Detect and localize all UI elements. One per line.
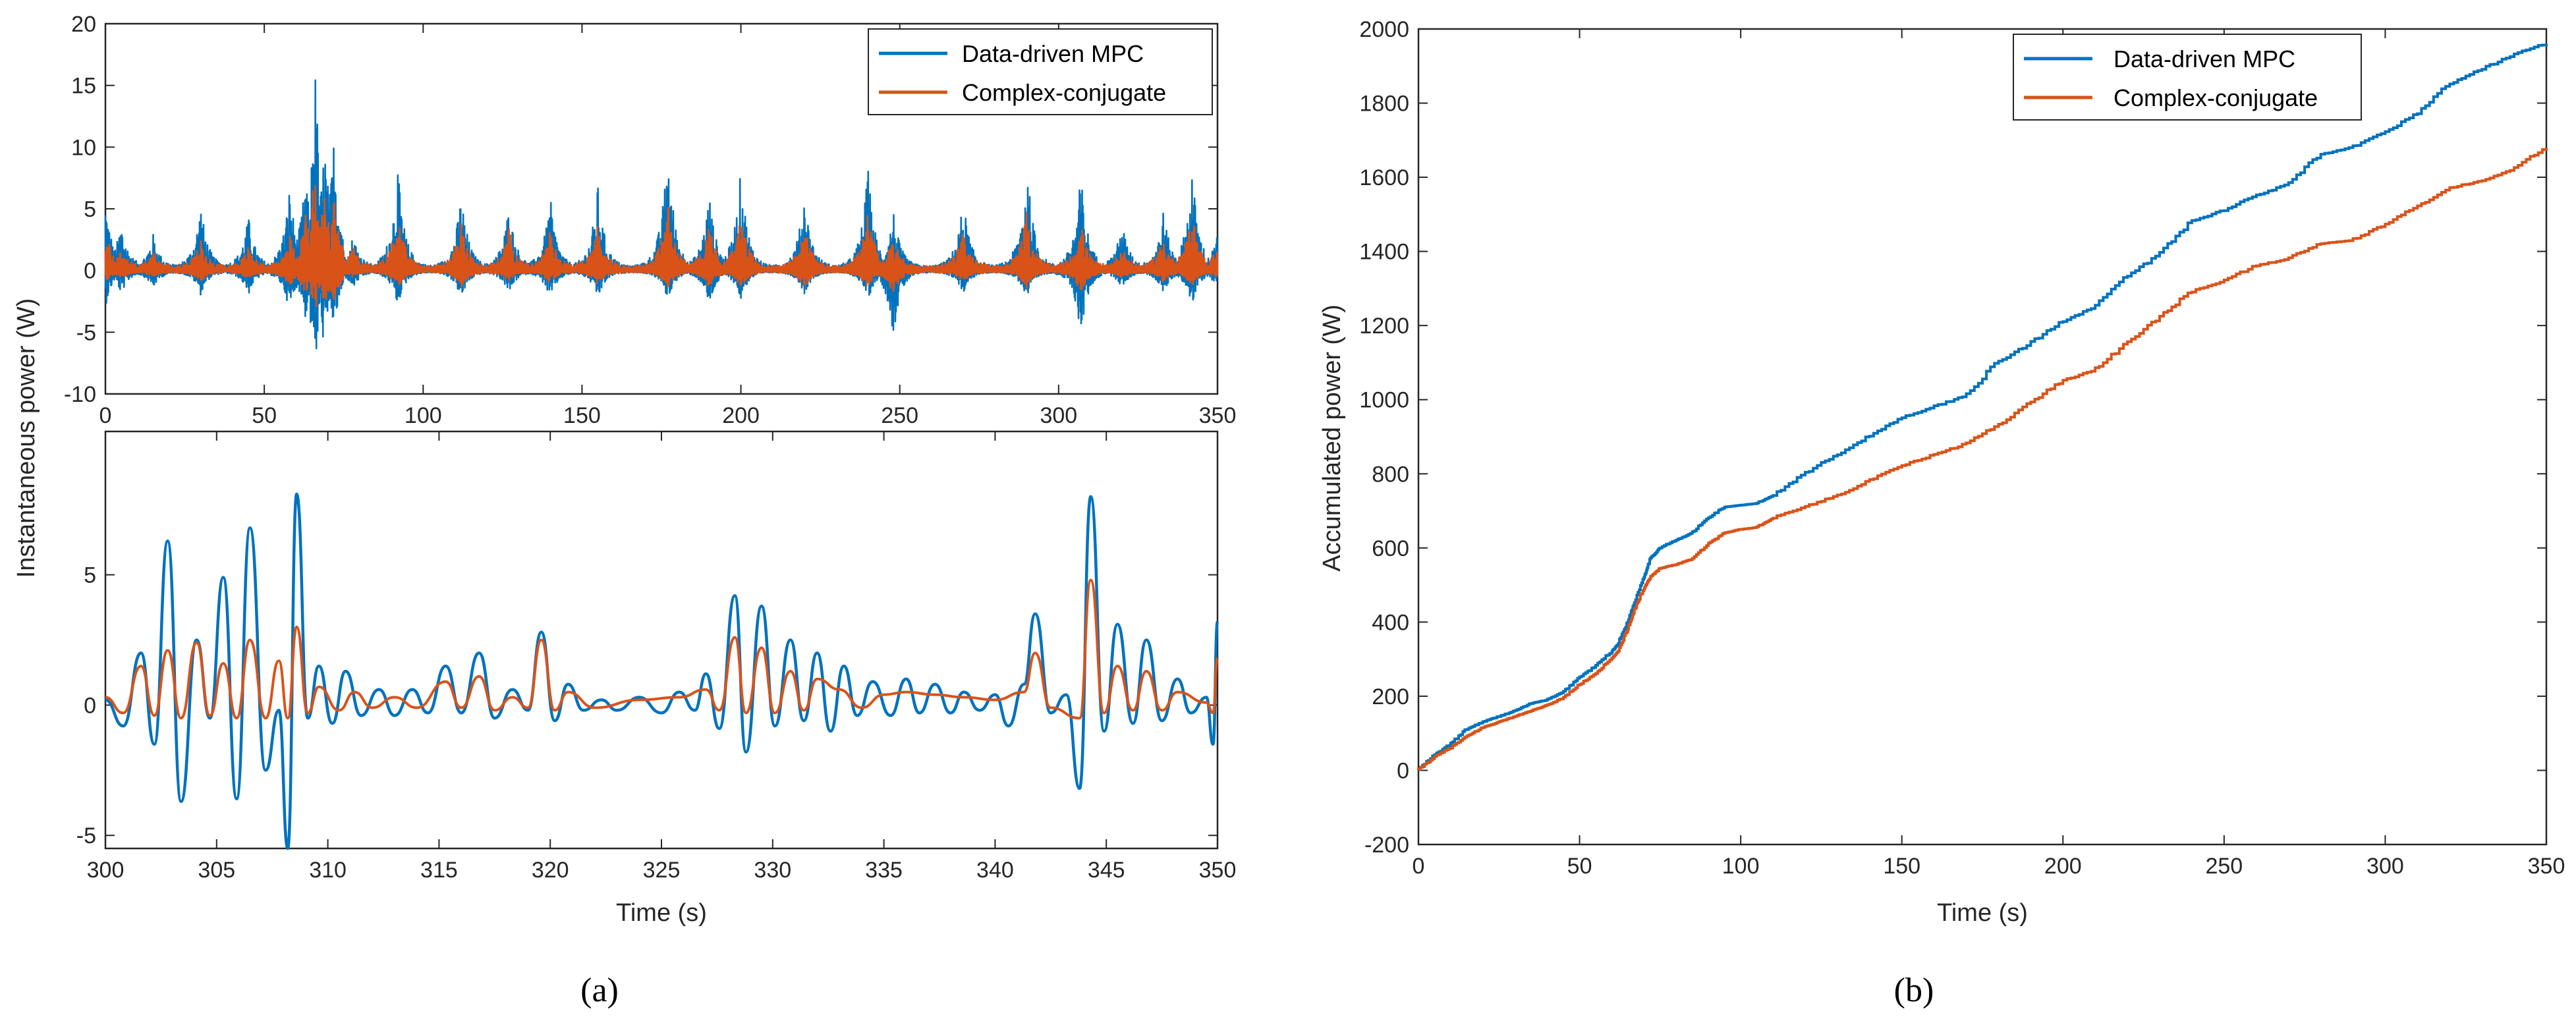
y-tick-label: 0 [84, 259, 96, 284]
legend-mpc-label: Data-driven MPC [962, 40, 1144, 67]
panel-a-top: 0 50 100 150 200 250 300 350 -10 -5 0 5 10 15 20 Data-… [64, 12, 1237, 428]
x-tick-label: 350 [2528, 854, 2565, 879]
legend-box [868, 28, 1213, 115]
x-tick-label: 350 [1199, 403, 1237, 428]
legend-a: Data-driven MPC Complex-conjugate [868, 28, 1213, 115]
x-tick-label: 305 [198, 858, 235, 883]
x-tick-label: 340 [976, 858, 1014, 883]
x-tick-label: 310 [309, 858, 347, 883]
x-tick-label: 150 [1883, 854, 1920, 879]
y-tick-label: 200 [1372, 684, 1409, 709]
y-tick-label: 10 [71, 135, 96, 160]
y-tick-label: 800 [1372, 462, 1409, 487]
x-tick-label: 250 [2205, 854, 2243, 879]
panel-b: 0 50 100 150 200 250 300 350-200020040060080010… [1318, 17, 2565, 927]
y-tick-label: 5 [84, 197, 96, 222]
y-tick-label: 600 [1372, 536, 1409, 561]
y-tick-label: 5 [84, 563, 96, 588]
x-tick-label: 335 [865, 858, 903, 883]
y-tick-label: 1200 [1359, 314, 1409, 339]
x-tick-label: 300 [87, 858, 125, 883]
legend-box [2013, 34, 2362, 121]
panel-a-bottom-lines [105, 492, 1219, 850]
series-line-cc [104, 185, 1219, 308]
x-tick-label: 350 [1199, 858, 1237, 883]
y-tick-label: 1800 [1359, 92, 1409, 117]
x-tick-label: 100 [1722, 854, 1760, 879]
x-tick-label: 315 [420, 858, 458, 883]
x-tick-label: 345 [1088, 858, 1125, 883]
series-line-cc [105, 578, 1219, 720]
series-line-cc [1417, 148, 2548, 771]
panel-a-bottom: 300 305 310 315 320 325 330 335 340 345 350 -5 0 5 Ti… [76, 430, 1237, 927]
y-tick-label: -5 [76, 823, 96, 848]
x-tick-label: 325 [643, 858, 681, 883]
x-tick-label: 320 [532, 858, 569, 883]
x-tick-label: 50 [252, 403, 277, 428]
x-tick-label: 50 [1567, 854, 1592, 879]
legend-b: Data-driven MPC Complex-conjugate [2013, 34, 2362, 121]
x-axis-label-b: Time (s) [1937, 899, 2028, 927]
y-axis-label-a: Instantaneous power (W) [13, 298, 40, 578]
y-tick-label: 1000 [1359, 388, 1409, 413]
caption-a: (a) [580, 972, 619, 1009]
series-line-mpc [105, 492, 1219, 850]
y-tick-label: 2000 [1359, 17, 1409, 42]
x-tick-label: 0 [1413, 854, 1425, 879]
y-tick-label: 0 [84, 693, 96, 718]
y-tick-label: -5 [76, 320, 96, 345]
y-tick-label: 0 [1397, 758, 1409, 783]
y-axis-label-b: Accumulated power (W) [1318, 304, 1346, 571]
x-tick-label: 150 [563, 403, 601, 428]
legend-cc-label: Complex-conjugate [962, 79, 1166, 106]
y-tick-label: 15 [71, 74, 96, 99]
x-tick-label: 200 [2044, 854, 2082, 879]
panel-a-top-lines [104, 79, 1219, 350]
y-tick-label: 400 [1372, 610, 1409, 635]
panel-a-top-ticks: 0 50 100 150 200 250 300 350 -10 -5 0 5 10 15 20 [64, 12, 1237, 428]
legend-cc-label: Complex-conjugate [2114, 84, 2318, 111]
x-tick-label: 250 [881, 403, 918, 428]
y-tick-label: 20 [71, 12, 96, 37]
panel-b-lines [1417, 43, 2548, 771]
panel-a-bottom-frame [104, 430, 1219, 850]
y-tick-label: 1600 [1359, 165, 1409, 190]
legend-mpc-label: Data-driven MPC [2114, 45, 2295, 72]
series-line-mpc [1417, 43, 2548, 771]
x-tick-label: 200 [722, 403, 760, 428]
x-axis-label-a: Time (s) [616, 899, 707, 927]
y-tick-label: -200 [1364, 833, 1409, 858]
x-tick-label: 0 [99, 403, 112, 428]
y-tick-label: -10 [64, 382, 96, 407]
y-tick-label: 1400 [1359, 240, 1409, 265]
panel-a-bottom-ticks: 300 305 310 315 320 325 330 335 340 345 350 -5 0 5 [76, 431, 1237, 883]
x-tick-label: 330 [754, 858, 791, 883]
caption-b: (b) [1894, 972, 1934, 1009]
x-tick-label: 300 [1040, 403, 1077, 428]
x-tick-label: 100 [405, 403, 442, 428]
x-tick-label: 300 [2366, 854, 2404, 879]
